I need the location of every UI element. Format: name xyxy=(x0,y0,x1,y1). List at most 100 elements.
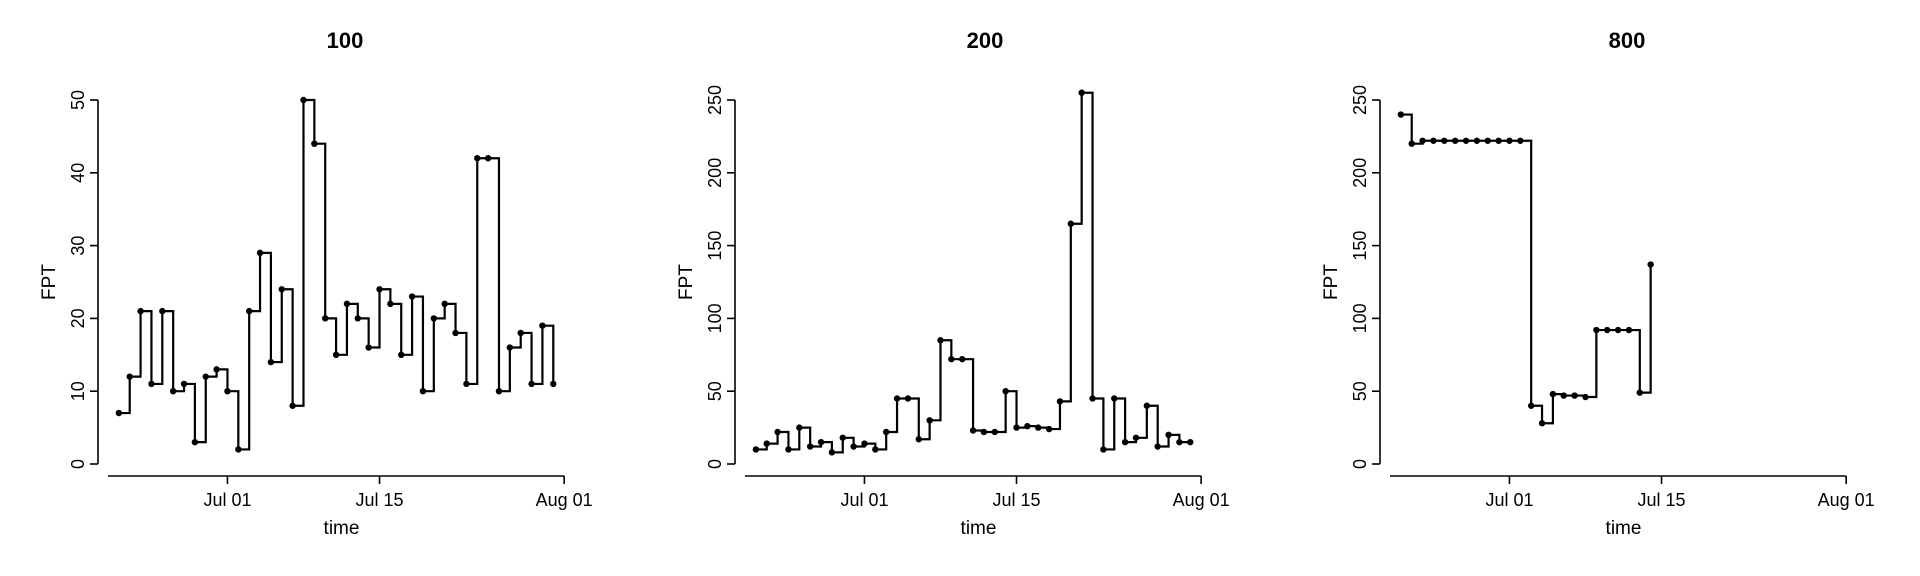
data-point xyxy=(1495,137,1502,144)
data-point xyxy=(180,380,188,388)
data-point xyxy=(1560,392,1567,399)
x-axis-label: time xyxy=(324,518,360,539)
data-point xyxy=(191,438,199,446)
y-tick-label: 200 xyxy=(705,158,725,188)
data-point xyxy=(828,449,836,456)
data-point xyxy=(839,434,846,441)
x-tick-label: Aug 01 xyxy=(1173,490,1230,510)
y-tick-label: 150 xyxy=(1350,231,1370,261)
data-point xyxy=(882,428,890,436)
data-point xyxy=(763,440,770,447)
data-point xyxy=(752,446,760,453)
data-point xyxy=(1593,326,1600,334)
data-point xyxy=(495,388,503,395)
data-point xyxy=(1154,443,1161,450)
series-line xyxy=(118,98,555,451)
data-point xyxy=(365,344,372,351)
data-point xyxy=(278,286,285,293)
data-point xyxy=(1100,446,1107,453)
y-tick-label: 50 xyxy=(705,381,725,401)
data-point xyxy=(332,351,340,358)
y-tick-label: 250 xyxy=(705,85,725,115)
data-point xyxy=(1647,261,1654,268)
x-tick-label: Jul 15 xyxy=(1637,490,1685,510)
data-point xyxy=(1549,390,1557,398)
data-point xyxy=(1636,389,1643,396)
data-point xyxy=(159,307,166,315)
x-tick-label: Jul 15 xyxy=(355,490,403,510)
x-axis-label: time xyxy=(1606,518,1642,539)
data-point xyxy=(1078,89,1085,96)
data-point xyxy=(354,315,361,322)
data-point xyxy=(517,329,524,337)
data-point xyxy=(1056,398,1064,405)
data-point xyxy=(224,388,231,395)
y-tick-label: 40 xyxy=(68,163,88,183)
data-point xyxy=(1176,438,1183,446)
panel-1: 100 0 10 20 30 40 50 Jul 01 Jul 15 Aug 01 time FPT xyxy=(39,28,593,539)
data-point xyxy=(1419,137,1426,144)
data-point xyxy=(1506,137,1513,144)
data-point xyxy=(1625,326,1633,334)
data-point xyxy=(991,428,998,436)
data-point xyxy=(1002,388,1009,395)
data-point xyxy=(289,402,296,409)
data-point xyxy=(1187,438,1194,446)
data-point xyxy=(1111,395,1118,402)
x-tick-label: Aug 01 xyxy=(536,490,593,510)
data-point xyxy=(861,440,868,447)
data-point xyxy=(484,155,492,162)
data-point xyxy=(1441,137,1448,144)
data-point xyxy=(1397,111,1405,118)
x-tick-label: Jul 01 xyxy=(203,490,251,510)
data-point xyxy=(948,355,955,363)
data-point xyxy=(539,322,546,329)
data-point xyxy=(850,443,857,450)
data-point xyxy=(1571,392,1578,399)
data-point xyxy=(256,249,264,257)
y-tick-label: 50 xyxy=(1350,381,1370,401)
data-point xyxy=(148,380,155,388)
y-tick-label: 250 xyxy=(1350,85,1370,115)
data-point xyxy=(506,344,514,351)
y-tick-label: 30 xyxy=(68,236,88,256)
data-point xyxy=(937,337,944,344)
data-point xyxy=(1582,393,1589,401)
y-axis-label: FPT xyxy=(39,264,60,300)
x-axis-label: time xyxy=(961,518,997,539)
data-point xyxy=(452,329,459,337)
data-point xyxy=(137,307,144,315)
data-point xyxy=(872,446,879,453)
y-axis-label: FPT xyxy=(676,264,697,300)
data-point xyxy=(893,395,901,402)
data-point xyxy=(169,388,177,395)
data-point xyxy=(796,424,803,431)
data-point xyxy=(115,409,123,417)
y-tick-label: 20 xyxy=(68,308,88,328)
panel-2: 200 0 50 100 150 200 250 Jul 01 Jul 15 Aug 01 time… xyxy=(676,28,1230,539)
data-point xyxy=(245,307,253,315)
data-point xyxy=(550,380,557,388)
y-tick-label: 100 xyxy=(705,303,725,333)
data-point xyxy=(300,96,307,104)
data-point xyxy=(430,315,438,322)
x-tick-label: Jul 01 xyxy=(840,490,888,510)
y-tick-label: 100 xyxy=(1350,303,1370,333)
data-point xyxy=(806,443,814,450)
y-axis-label: FPT xyxy=(1321,264,1342,300)
data-point xyxy=(969,427,977,434)
series-line xyxy=(755,91,1191,454)
data-point xyxy=(1143,402,1151,409)
data-point xyxy=(915,436,922,443)
data-point xyxy=(235,446,242,453)
data-point xyxy=(1462,137,1470,144)
data-point xyxy=(1538,420,1546,427)
data-point xyxy=(441,300,448,308)
data-point xyxy=(817,438,825,446)
data-point xyxy=(1517,137,1524,144)
data-point xyxy=(528,380,535,388)
y-tick-label: 0 xyxy=(705,459,725,469)
data-point xyxy=(1035,424,1042,431)
